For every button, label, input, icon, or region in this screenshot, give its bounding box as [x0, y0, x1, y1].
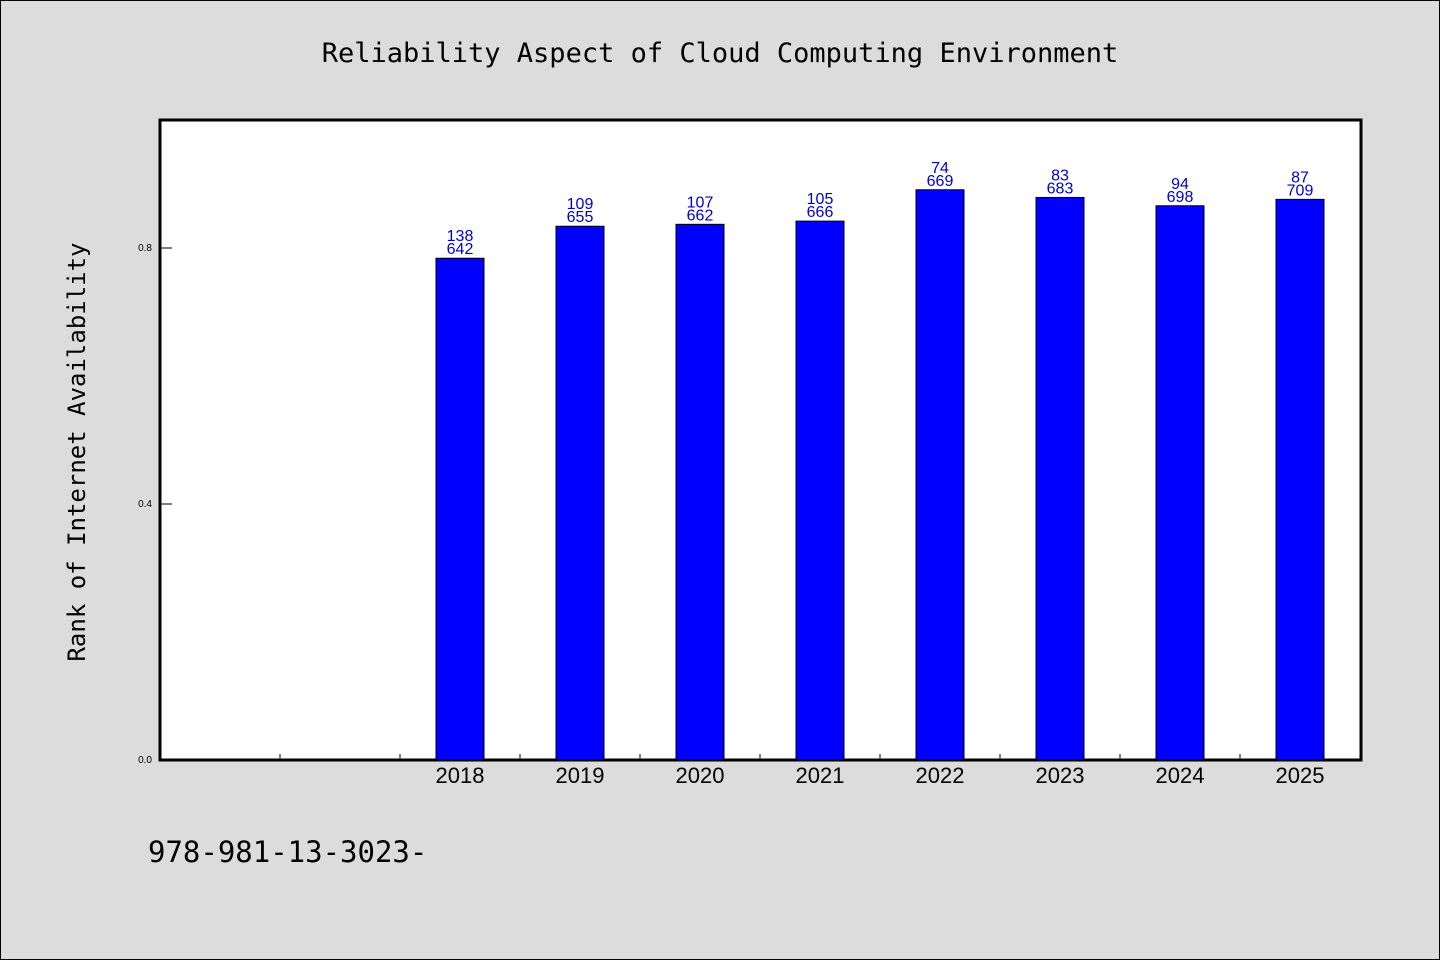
data-label: 105 — [807, 191, 834, 208]
bar — [555, 225, 605, 761]
y-tick-label: 0.8 — [138, 243, 152, 254]
data-label: 94 — [1171, 176, 1189, 193]
data-label: 642 — [447, 241, 474, 258]
footer-code: 978-981-13-3023- — [148, 835, 427, 869]
data-label: 709 — [1287, 182, 1314, 199]
data-label: 87 — [1291, 169, 1309, 186]
y-tick-label: 0.4 — [138, 499, 152, 510]
x-tick-label: 2023 — [1036, 763, 1085, 788]
data-label: 662 — [687, 207, 714, 224]
bar — [1035, 196, 1085, 761]
x-tick-label: 2018 — [436, 763, 485, 788]
data-label: 138 — [447, 228, 474, 245]
bar — [675, 223, 725, 761]
data-label: 683 — [1047, 180, 1074, 197]
data-label: 107 — [687, 194, 714, 211]
x-tick-label: 2019 — [556, 763, 605, 788]
data-label: 669 — [927, 173, 954, 190]
bar — [435, 257, 485, 761]
x-tick-label: 2022 — [916, 763, 965, 788]
y-tick-label: 0.0 — [138, 755, 152, 766]
bar — [915, 189, 965, 761]
x-tick-label: 2024 — [1156, 763, 1205, 788]
bar — [1275, 198, 1325, 761]
data-label: 666 — [807, 204, 834, 221]
x-tick-label: 2021 — [796, 763, 845, 788]
bar — [1155, 205, 1205, 761]
data-label: 698 — [1167, 189, 1194, 206]
y-axis-label: Rank of Internet Availability — [63, 242, 91, 661]
data-label: 74 — [931, 160, 949, 177]
data-label: 109 — [567, 196, 594, 213]
chart-title: Reliability Aspect of Cloud Computing En… — [322, 38, 1119, 69]
data-label: 83 — [1051, 167, 1069, 184]
x-tick-label: 2020 — [676, 763, 725, 788]
bar — [795, 220, 845, 761]
data-label: 655 — [567, 209, 594, 226]
x-tick-label: 2025 — [1276, 763, 1325, 788]
